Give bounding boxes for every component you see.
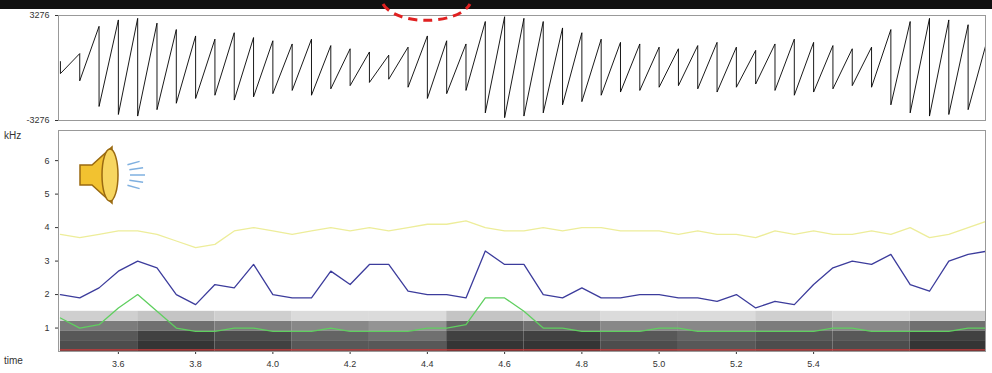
svg-text:3.6: 3.6	[112, 359, 125, 369]
svg-text:4.6: 4.6	[498, 359, 511, 369]
svg-text:5.4: 5.4	[807, 359, 820, 369]
html-text:time: time	[4, 355, 23, 366]
svg-text:4: 4	[44, 222, 49, 232]
svg-text:4.4: 4.4	[421, 359, 434, 369]
svg-text:4.0: 4.0	[267, 359, 280, 369]
svg-text:6: 6	[44, 156, 49, 166]
svg-text:3276: 3276	[29, 10, 49, 20]
svg-text:5: 5	[44, 189, 49, 199]
svg-text:4.2: 4.2	[344, 359, 357, 369]
svg-text:3.8: 3.8	[189, 359, 202, 369]
svg-text:5.0: 5.0	[653, 359, 666, 369]
svg-text:1: 1	[44, 323, 49, 333]
html-text:kHz: kHz	[4, 130, 22, 141]
svg-text:4.8: 4.8	[576, 359, 589, 369]
svg-text:3: 3	[44, 256, 49, 266]
svg-text:2: 2	[44, 289, 49, 299]
svg-text:5.2: 5.2	[730, 359, 743, 369]
svg-text:-3276: -3276	[26, 115, 49, 125]
